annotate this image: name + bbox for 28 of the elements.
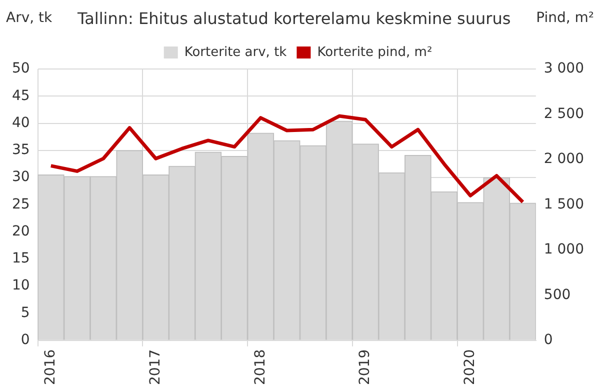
y-tick-label: 45 (12, 88, 30, 104)
y2-tick-label: 1 500 (544, 196, 584, 212)
y-tick-label: 0 (20, 332, 30, 348)
y-tick-label: 30 (12, 169, 30, 186)
y2-tick-label: 3 000 (544, 60, 584, 77)
x-tick-label: 2020 (462, 349, 478, 386)
y-tick-label: 5 (20, 304, 30, 321)
y2-tick-label: 1 000 (544, 242, 584, 258)
x-tick-label: 2016 (42, 349, 59, 386)
y-tick-label: 20 (12, 223, 30, 240)
y2-tick-label: 2 500 (544, 106, 584, 122)
y-tick-label: 15 (12, 250, 30, 267)
x-tick-label: 2018 (252, 349, 268, 386)
chart-title: Tallinn: Ehitus alustatud korterelamu keskmine suurus (77, 8, 511, 28)
x-tick-label: 2019 (357, 349, 374, 386)
y2-tick-label: 500 (544, 286, 571, 303)
y-tick-label: 25 (12, 196, 30, 212)
y-tick-label: 40 (12, 114, 30, 131)
x-tick-label: 2017 (147, 349, 164, 386)
y2-tick-label: 0 (544, 332, 553, 348)
y-tick-label: 10 (12, 278, 30, 294)
y-tick-label: 50 (12, 60, 30, 77)
y-axis-title: Arv, tk (6, 10, 52, 26)
y-tick-label: 35 (12, 142, 30, 158)
y2-axis-title: Pind, m² (536, 10, 594, 26)
legend-label: Korterite arv, tk (184, 44, 288, 60)
y2-tick-label: 2 000 (544, 151, 584, 168)
legend-label: Korterite pind, m² (317, 44, 432, 60)
